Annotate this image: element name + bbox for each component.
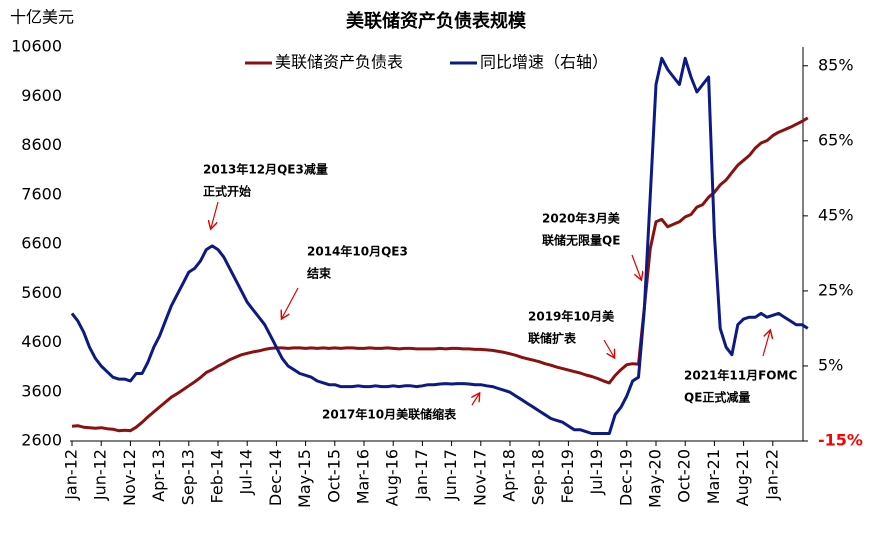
x-tick-label: Nov-17 bbox=[470, 449, 489, 506]
x-tick-label: Jan-17 bbox=[412, 449, 431, 501]
legend-label: 美联储资产负债表 bbox=[275, 53, 403, 72]
annotation: 2014年10月QE3 bbox=[307, 244, 408, 259]
x-tick-label: Sep-18 bbox=[529, 449, 548, 505]
y-tick-label: 4600 bbox=[21, 332, 62, 351]
annotation: 结束 bbox=[307, 266, 332, 281]
arrow bbox=[603, 339, 614, 357]
x-tick-label: Mar-21 bbox=[704, 449, 723, 504]
y-tick-label: 7600 bbox=[21, 184, 62, 203]
legend-label: 同比增速（右轴） bbox=[480, 53, 608, 72]
x-tick-label: Dec-19 bbox=[616, 449, 635, 506]
x-tick-label: May-20 bbox=[646, 449, 665, 508]
y-axis-label: 十亿美元 bbox=[10, 8, 74, 27]
x-tick-label: Apr-13 bbox=[149, 449, 168, 502]
x-tick-label: Sep-13 bbox=[178, 449, 197, 505]
y2-tick-label: 65% bbox=[818, 130, 854, 149]
annotation: 2020年3月美 bbox=[542, 211, 621, 226]
x-tick-label: Jun-17 bbox=[441, 449, 460, 501]
y2-tick-label: -15% bbox=[818, 431, 863, 450]
x-tick-label: Jul-14 bbox=[237, 449, 256, 495]
chart-title: 美联储资产负债表规模 bbox=[346, 10, 527, 32]
annotation: 正式开始 bbox=[203, 184, 251, 199]
annotation: 2017年10月美联储缩表 bbox=[322, 407, 457, 422]
series-line bbox=[71, 116, 809, 433]
y2-tick-label: 85% bbox=[818, 55, 854, 74]
x-tick-label: Dec-14 bbox=[266, 449, 285, 506]
x-tick-label: Mar-16 bbox=[354, 449, 373, 504]
arrow bbox=[762, 331, 770, 357]
annotation: QE正式减量 bbox=[684, 390, 750, 405]
y-tick-label: 5600 bbox=[21, 283, 62, 302]
x-tick-label: Aug-21 bbox=[733, 449, 752, 506]
annotation: 联储扩表 bbox=[528, 331, 577, 346]
x-tick-label: Apr-18 bbox=[500, 449, 519, 502]
arrow bbox=[211, 201, 219, 228]
x-tick-label: May-15 bbox=[295, 449, 314, 508]
x-tick-label: Jun-12 bbox=[91, 449, 110, 501]
y2-tick-label: 45% bbox=[818, 205, 854, 224]
y-tick-label: 2600 bbox=[21, 431, 62, 450]
annotation: 2021年11月FOMC bbox=[684, 368, 797, 383]
y-tick-label: 8600 bbox=[21, 135, 62, 154]
y2-tick-label: 5% bbox=[818, 355, 843, 374]
y-tick-label: 3600 bbox=[21, 381, 62, 400]
x-tick-label: Nov-12 bbox=[120, 449, 139, 506]
annotation: 联储无限量QE bbox=[542, 233, 620, 248]
arrow bbox=[472, 394, 479, 406]
x-tick-label: Feb-19 bbox=[558, 449, 577, 503]
x-tick-label: Feb-14 bbox=[208, 449, 227, 503]
x-tick-label: Oct-20 bbox=[675, 449, 694, 503]
arrow bbox=[282, 287, 299, 318]
x-tick-label: Jan-22 bbox=[762, 449, 781, 501]
annotation: 2019年10月美 bbox=[528, 309, 615, 324]
annotation: 2013年12月QE3减量 bbox=[203, 162, 328, 177]
x-tick-label: Oct-15 bbox=[324, 449, 343, 503]
x-tick-label: Jan-12 bbox=[62, 449, 81, 501]
y2-tick-label: 25% bbox=[818, 280, 854, 299]
y-tick-label: 10600 bbox=[11, 37, 62, 56]
x-tick-label: Jul-19 bbox=[587, 449, 606, 495]
y-tick-label: 9600 bbox=[21, 86, 62, 105]
annotation-arrows bbox=[211, 201, 770, 406]
y-tick-label: 6600 bbox=[21, 234, 62, 253]
x-tick-label: Aug-16 bbox=[383, 449, 402, 506]
arrow bbox=[631, 254, 641, 279]
series-line bbox=[70, 56, 809, 435]
